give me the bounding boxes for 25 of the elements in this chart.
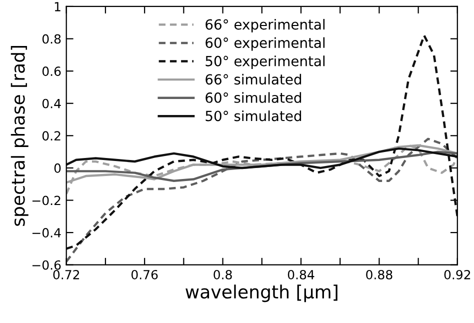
line-series — [66, 138, 458, 263]
x-tick-label: 0.88 — [366, 270, 392, 280]
y-axis-title: spectral phase [rad] — [10, 46, 28, 226]
y-tick-label: 1 — [54, 2, 60, 12]
legend-label: 50° simulated — [206, 110, 302, 122]
y-tick-label: 0.2 — [42, 131, 60, 141]
x-tick-label: 0.8 — [214, 270, 232, 280]
legend-label: 66° simulated — [206, 74, 302, 85]
x-tick-label: 0.76 — [131, 270, 158, 280]
y-tick-label: −0.6 — [32, 260, 61, 270]
x-tick-label: 0.72 — [53, 270, 80, 280]
x-tick-label: 0.84 — [288, 270, 314, 280]
y-tick-label: 0 — [54, 163, 61, 173]
legend-label: 60° experimental — [206, 37, 325, 51]
legend-label: 66° experimental — [206, 18, 325, 32]
y-tick-label: 0.4 — [42, 98, 61, 108]
y-tick-label: 0.8 — [42, 34, 61, 44]
y-tick-label: 0.6 — [42, 66, 61, 76]
x-axis-title: wavelength [µm] — [186, 284, 338, 302]
legend-label: 60° simulated — [206, 92, 302, 103]
y-tick-label: −0.2 — [32, 196, 60, 206]
legend-label: 50° experimental — [206, 56, 325, 70]
x-tick-label: 0.92 — [444, 270, 470, 280]
y-tick-label: −0.4 — [32, 228, 61, 238]
line-series — [66, 34, 458, 250]
